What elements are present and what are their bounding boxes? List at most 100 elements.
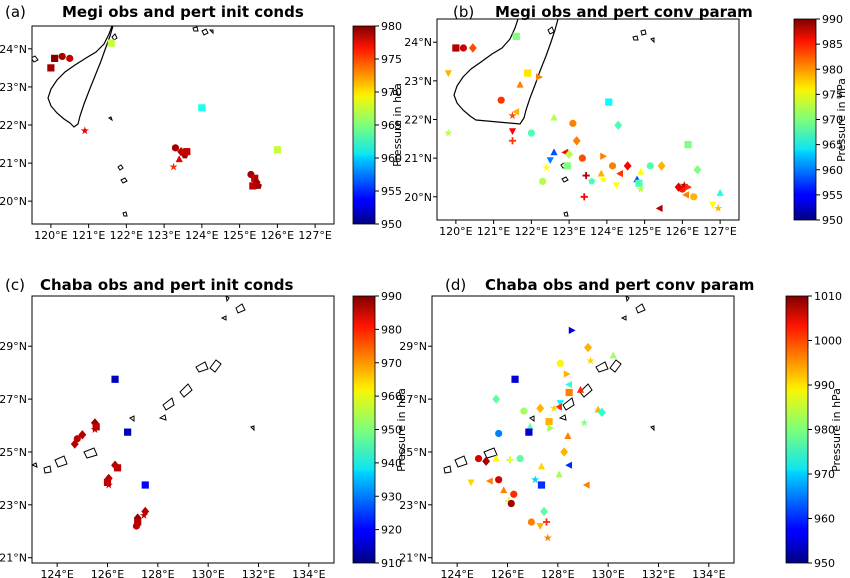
data-point <box>582 171 590 180</box>
data-point <box>582 481 590 489</box>
data-point <box>512 32 520 40</box>
data-point <box>565 380 573 389</box>
data-point <box>576 385 585 393</box>
x-tick-label: 120°E <box>34 229 67 242</box>
data-point <box>111 375 119 383</box>
data-point <box>141 506 150 517</box>
x-tick-label: 124°E <box>590 225 623 238</box>
y-tick-label: 20°N <box>0 195 27 208</box>
data-point <box>527 129 535 137</box>
panel-a-points <box>47 39 281 190</box>
data-point <box>506 456 514 464</box>
data-point <box>508 128 517 136</box>
data-point <box>550 148 558 156</box>
island <box>129 415 135 422</box>
panel-d-map <box>443 296 655 542</box>
islands <box>32 26 214 217</box>
y-tick-label: 21°N <box>404 152 432 165</box>
data-point <box>452 44 460 52</box>
x-tick-label: 126°E <box>491 568 524 578</box>
panel-c-map <box>32 296 255 530</box>
island <box>640 29 647 36</box>
x-tick-label: 126°E <box>91 568 124 578</box>
data-point <box>249 182 257 190</box>
panel-a-colorbar <box>352 25 376 225</box>
data-point <box>525 428 533 436</box>
x-tick-label: 134°E <box>292 568 325 578</box>
data-point <box>682 191 690 199</box>
colorbar-tick-label: 980 <box>814 424 835 437</box>
panel-b-colorbar-ticks: 950 955 960 965 970 975 980 985 990 <box>816 13 843 227</box>
colorbar-tick-label: 960 <box>381 390 402 403</box>
colorbar-tick-label: 985 <box>822 38 843 51</box>
data-point <box>569 119 577 127</box>
data-point <box>255 182 262 189</box>
data-point <box>512 108 520 116</box>
data-point <box>468 43 477 53</box>
colorbar-tick-label: 980 <box>381 323 402 336</box>
data-point <box>124 428 132 436</box>
panel-b-title: Megi obs and pert conv param <box>495 3 753 21</box>
data-point <box>66 54 74 62</box>
island <box>162 397 175 411</box>
data-point <box>655 204 663 213</box>
y-tick-label: 22°N <box>0 119 27 132</box>
data-point <box>580 418 589 427</box>
data-point <box>531 475 540 484</box>
data-point <box>584 342 592 353</box>
island <box>208 29 214 35</box>
island <box>632 35 639 41</box>
ryukyu-islands <box>443 296 655 474</box>
data-point <box>132 522 141 530</box>
data-point <box>568 326 576 334</box>
island <box>111 33 118 41</box>
x-tick-label: 124°E <box>440 568 473 578</box>
data-point <box>90 425 100 433</box>
island <box>179 383 193 398</box>
data-point <box>685 183 692 191</box>
island <box>235 303 246 314</box>
island <box>117 164 124 171</box>
island <box>650 37 655 44</box>
data-point <box>90 418 99 428</box>
data-point <box>251 174 259 182</box>
colorbar-tick-label: 970 <box>381 357 402 370</box>
data-point <box>104 480 113 489</box>
x-tick-label: 127°E <box>298 229 331 242</box>
panel-d-colorbar-label: Pressure in hPa <box>830 388 843 472</box>
data-point <box>495 476 503 484</box>
colorbar-tick-label: 950 <box>822 214 843 227</box>
x-tick-label: 130°E <box>191 568 224 578</box>
colorbar-tick-label: 950 <box>381 218 402 231</box>
data-point <box>549 404 559 412</box>
island <box>54 455 68 468</box>
data-point <box>134 518 142 526</box>
data-point <box>547 424 555 432</box>
island <box>443 465 452 474</box>
island <box>32 462 38 468</box>
x-tick-label: 123°E <box>552 225 585 238</box>
data-point <box>183 148 191 156</box>
data-point <box>78 430 87 440</box>
colorbar-tick-label: 970 <box>381 86 402 99</box>
island <box>483 447 498 459</box>
colorbar-tick-label: 975 <box>381 53 402 66</box>
data-point <box>485 477 493 485</box>
data-point <box>637 167 645 175</box>
data-point <box>51 54 59 62</box>
data-point <box>537 481 546 489</box>
y-tick-label: 24°N <box>0 43 27 56</box>
data-point <box>495 429 503 438</box>
island <box>192 26 199 32</box>
data-point <box>510 490 518 498</box>
data-point <box>550 113 558 121</box>
data-point <box>467 479 475 487</box>
island <box>561 176 569 183</box>
x-tick-label: 132°E <box>642 568 675 578</box>
colorbar-tick-label: 980 <box>381 20 402 33</box>
data-point <box>542 518 551 526</box>
data-point <box>103 478 112 486</box>
data-point <box>608 162 617 170</box>
x-tick-label: 125°E <box>628 225 661 238</box>
panel-c-ticks: 124°E 126°E 128°E 130°E 132°E 134°E 21°N 23°N 25… <box>0 340 326 578</box>
